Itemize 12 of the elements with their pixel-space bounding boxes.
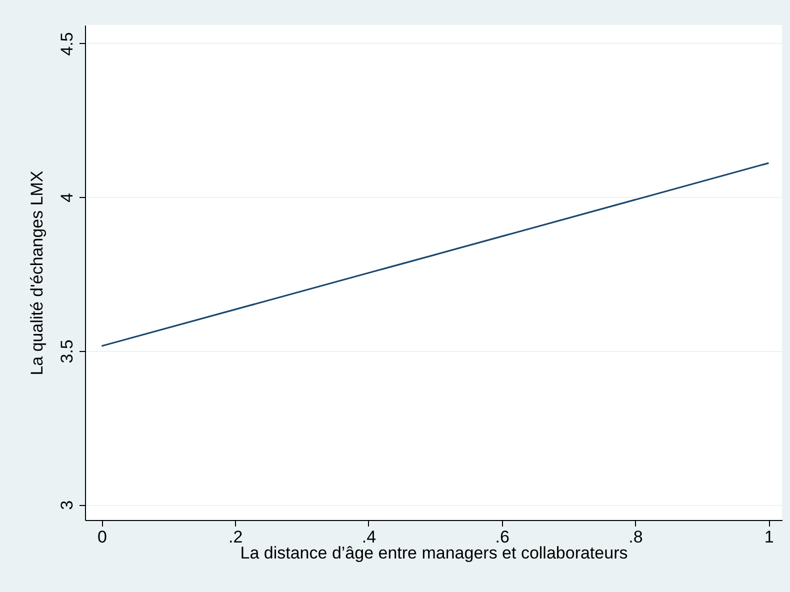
y-tick-label: 4 [58, 192, 76, 202]
y-tick-label: 3.5 [58, 340, 76, 364]
x-tick-label: 1 [764, 528, 774, 546]
y-tick-label: 3 [58, 500, 76, 510]
x-tick-label: .2 [228, 528, 243, 546]
x-tick-label: 0 [97, 528, 107, 546]
x-tick-label: .4 [362, 528, 376, 546]
y-tick-label: 4.5 [58, 32, 76, 56]
x-tick-label: .8 [628, 528, 643, 546]
x-tick-label: .6 [495, 528, 510, 546]
x-axis-title: La distance d’âge entre managers et collaborateurs [240, 544, 628, 562]
y-axis-title: La qualité d'échanges LMX [28, 170, 46, 376]
